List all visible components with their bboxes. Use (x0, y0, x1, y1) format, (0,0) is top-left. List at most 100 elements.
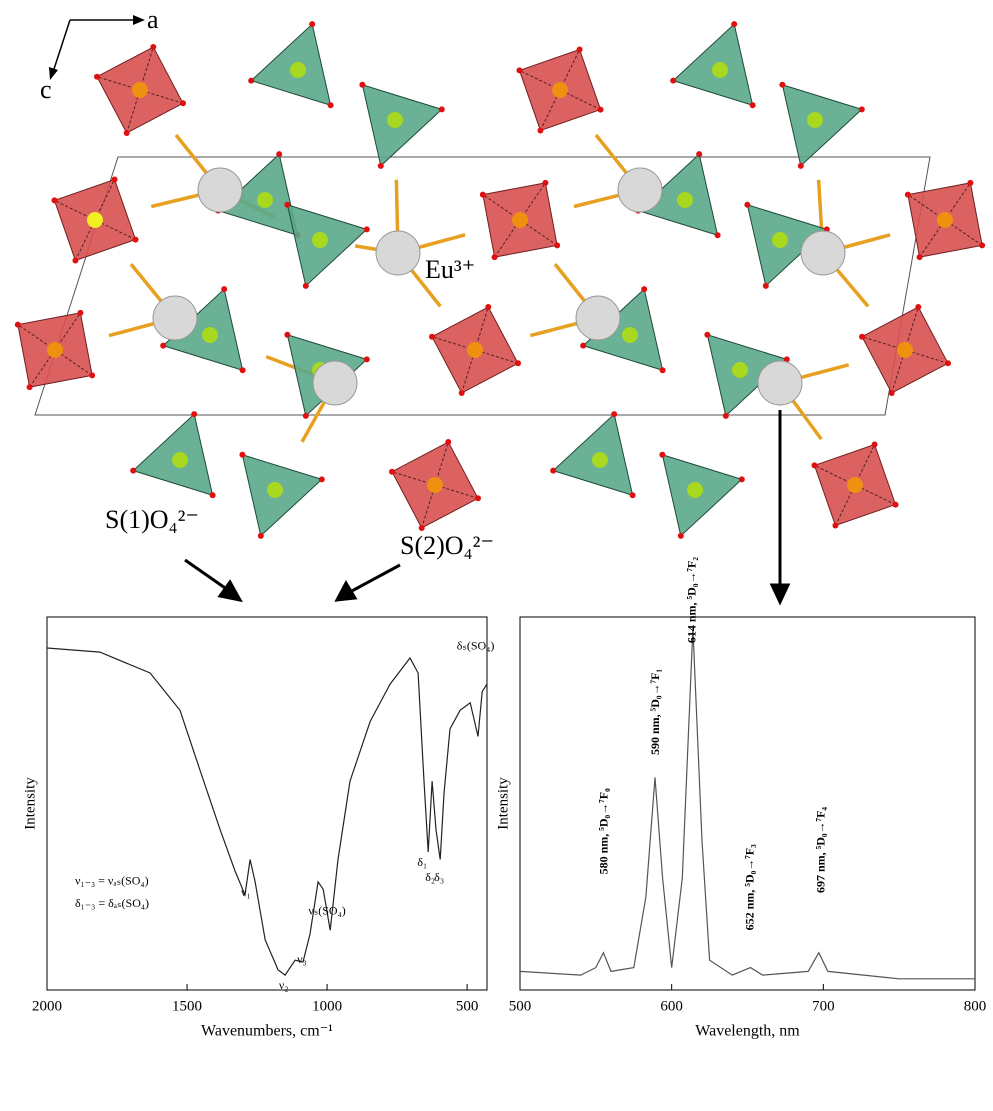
oxygen-atom (537, 128, 543, 134)
oxygen-atom (967, 180, 973, 186)
x-tick-label: 1500 (172, 998, 202, 1014)
arrow (185, 560, 228, 590)
oxygen-atom (704, 332, 710, 338)
annotation: ν₂ (279, 978, 289, 992)
arrow-head (337, 583, 355, 600)
oxygen-atom (359, 82, 365, 88)
oxygen-atom (731, 21, 737, 27)
oxygen-atom (284, 332, 290, 338)
oxygen-atom (124, 130, 130, 136)
oxygen-atom (240, 367, 246, 373)
sulfur-atom (47, 342, 63, 358)
sulfur-atom (467, 342, 483, 358)
oxygen-atom (210, 492, 216, 498)
oxygen-atom (480, 192, 486, 198)
oxygen-atom (72, 258, 78, 264)
oxygen-atom (750, 102, 756, 108)
sulfur-atom (387, 112, 403, 128)
oxygen-atom (284, 202, 290, 208)
axis-label: c (40, 75, 52, 104)
oxygen-atom (670, 78, 676, 84)
x-tick-label: 2000 (32, 998, 62, 1014)
sulfur-atom (552, 82, 568, 98)
annotation: 614 nm, ⁵D₀→⁷F₂ (685, 557, 699, 643)
sulfur-atom (622, 327, 638, 343)
annotation: δ₁₋₃ = δₐₛ(SO₄) (75, 896, 149, 910)
plot-frame (47, 617, 487, 990)
oxygen-atom (130, 468, 136, 474)
oxygen-atom (389, 469, 395, 475)
oxygen-atom (492, 254, 498, 260)
sulfur-atom (732, 362, 748, 378)
oxygen-atom (328, 102, 334, 108)
x-tick-label: 500 (509, 998, 532, 1014)
x-tick-label: 600 (660, 998, 683, 1014)
oxygen-atom (811, 462, 817, 468)
oxygen-atom (832, 523, 838, 529)
europium-atom (153, 296, 197, 340)
annotation: δ₁ (417, 855, 427, 869)
annotation: ν₁ (241, 885, 251, 899)
y-axis-label: Intensity (22, 777, 38, 830)
oxygen-atom (439, 106, 445, 112)
polyhedron-label: S(1)O₄²⁻ (105, 505, 199, 534)
oxygen-atom (516, 67, 522, 73)
oxygen-atom (248, 78, 254, 84)
sulfur-atom (172, 452, 188, 468)
oxygen-atom (598, 107, 604, 113)
oxygen-atom (309, 21, 315, 27)
oxygen-atom (779, 82, 785, 88)
sulfur-atom (257, 192, 273, 208)
oxygen-atom (160, 343, 166, 349)
sulfur-atom (202, 327, 218, 343)
x-tick-label: 1000 (312, 998, 342, 1014)
europium-atom (576, 296, 620, 340)
oxygen-atom (89, 372, 95, 378)
oxygen-atom (763, 283, 769, 289)
oxygen-atom (319, 476, 325, 482)
sulfur-atom (132, 82, 148, 98)
sulfur-atom (512, 212, 528, 228)
oxygen-atom (112, 176, 118, 182)
oxygen-atom (744, 202, 750, 208)
oxygen-atom (180, 100, 186, 106)
oxygen-atom (859, 334, 865, 340)
tetrahedron (133, 414, 212, 495)
plot-frame (520, 617, 975, 990)
arrow-head (772, 585, 788, 602)
oxygen-atom (276, 151, 282, 157)
sulfur-atom (312, 232, 328, 248)
tetrahedron (251, 24, 330, 105)
annotation: 652 nm, ⁵D₀→⁷F₃ (742, 844, 756, 930)
europium-atom (801, 231, 845, 275)
oxygen-atom (27, 384, 33, 390)
europium-atom (758, 361, 802, 405)
oxygen-atom (239, 452, 245, 458)
sulfur-atom (712, 62, 728, 78)
oxygen-atom (303, 283, 309, 289)
sulfur-atom (677, 192, 693, 208)
oxygen-atom (542, 180, 548, 186)
y-axis-label: Intensity (495, 777, 511, 830)
tetrahedron (782, 85, 861, 166)
oxygen-atom (641, 286, 647, 292)
europium-atom (198, 168, 242, 212)
oxygen-atom (554, 242, 560, 248)
spectrum-line (47, 648, 487, 975)
oxygen-atom (915, 304, 921, 310)
oxygen-atom (659, 452, 665, 458)
x-tick-label: 800 (964, 998, 987, 1014)
oxygen-atom (859, 106, 865, 112)
oxygen-atom (678, 533, 684, 539)
x-axis-label: Wavelength, nm (695, 1023, 800, 1040)
sulfur-atom (687, 482, 703, 498)
europium-atom (618, 168, 662, 212)
sulfur-atom (592, 452, 608, 468)
oxygen-atom (611, 411, 617, 417)
oxygen-atom (94, 74, 100, 80)
oxygen-atom (258, 533, 264, 539)
europium-atom (313, 361, 357, 405)
annotation: ν₃ (297, 952, 307, 966)
oxygen-atom (191, 411, 197, 417)
